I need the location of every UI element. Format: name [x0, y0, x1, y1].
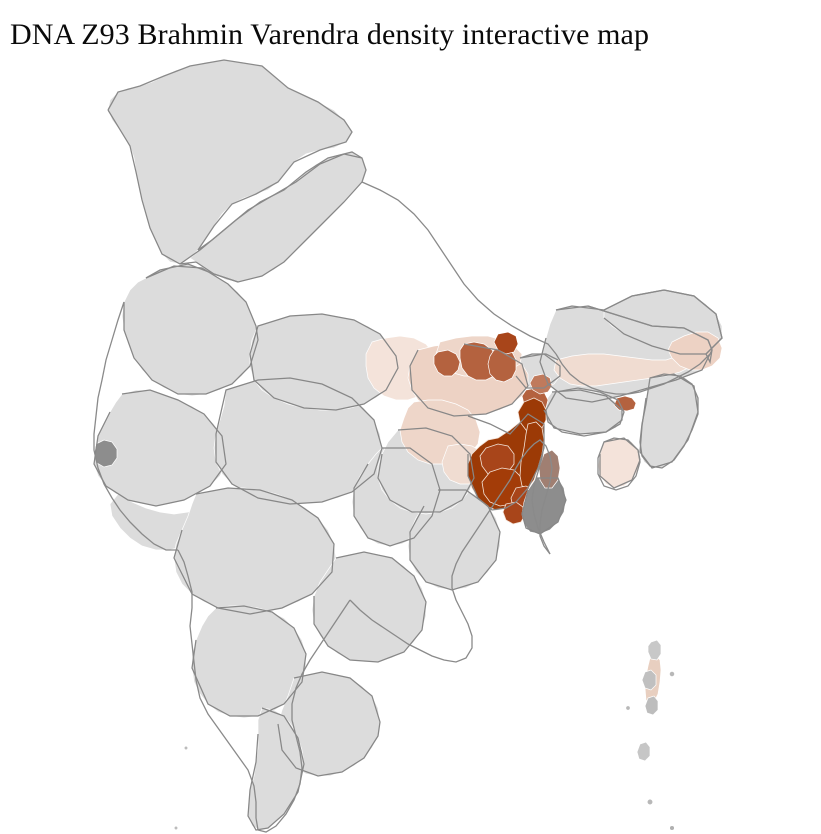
andaman-nicobar-group [174, 640, 674, 834]
region-bihar-patna-belt[interactable] [460, 342, 498, 380]
island-south-andaman [645, 696, 658, 715]
island-dot-lakshadweep [184, 746, 188, 750]
island-dot-lakshadweep-b [174, 826, 178, 830]
region-howrah[interactable] [503, 502, 525, 524]
island-dot-nicobar-c [670, 826, 675, 831]
island-dot-a [669, 671, 674, 676]
island-north-andaman [648, 640, 661, 660]
india-choropleth-svg[interactable] [0, 58, 821, 834]
island-dot-b [626, 706, 630, 710]
island-little-andaman [637, 742, 650, 761]
region-assam-nagaon[interactable] [614, 396, 636, 411]
region-nadia[interactable] [520, 422, 544, 488]
region-bihar-district-c[interactable] [434, 350, 460, 376]
national-boundary-group [94, 60, 722, 832]
region-bihar-district-d[interactable] [494, 332, 518, 354]
island-dot-car-nicobar [647, 799, 653, 805]
page-title: DNA Z93 Brahmin Varendra density interac… [10, 18, 650, 51]
island-middle-andaman [642, 670, 656, 690]
map-canvas[interactable] [0, 58, 821, 834]
